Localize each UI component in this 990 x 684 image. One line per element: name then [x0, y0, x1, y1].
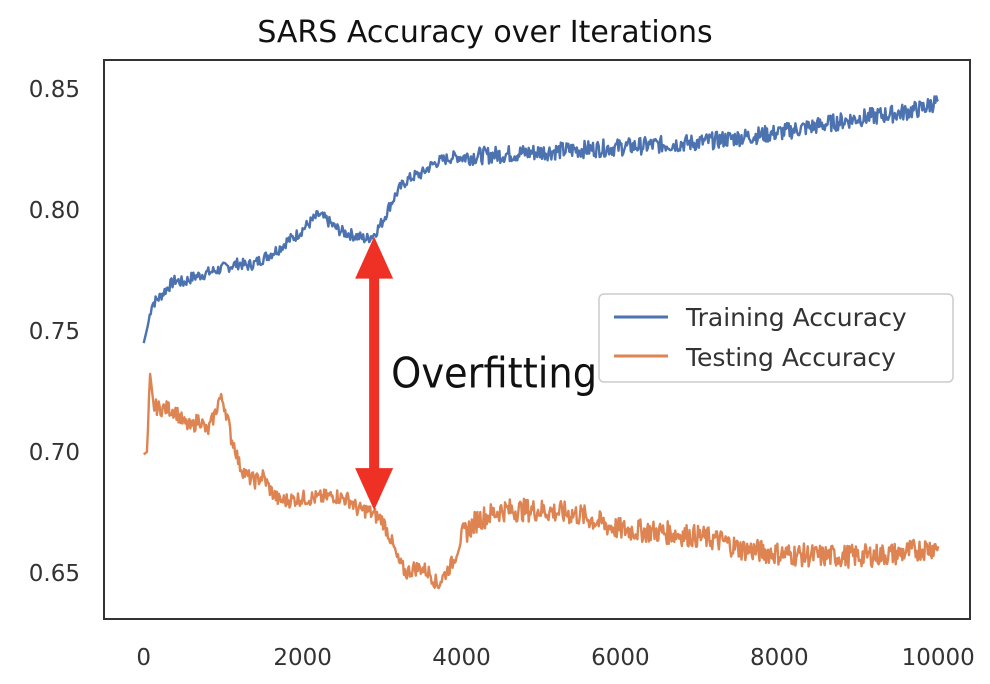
chart-title: SARS Accuracy over Iterations	[257, 15, 712, 50]
y-tick-label: 0.85	[29, 77, 80, 103]
series-layer	[142, 95, 940, 590]
legend-box	[598, 293, 954, 383]
legend: Training Accuracy Testing Accuracy	[598, 293, 954, 383]
y-axis-ticks: 0.65 0.70 0.75 0.80 0.85	[29, 77, 80, 587]
x-tick-label: 4000	[432, 645, 491, 671]
y-tick-label: 0.70	[29, 440, 80, 466]
plot-area-frame	[103, 59, 971, 620]
testing-accuracy-line	[142, 372, 940, 590]
x-tick-label: 8000	[750, 645, 809, 671]
overfitting-arrow-head-top	[355, 236, 394, 279]
overfitting-label: Overfitting	[391, 348, 597, 397]
overfitting-arrow-head-bottom	[355, 468, 394, 511]
y-tick-label: 0.80	[29, 198, 80, 224]
y-tick-label: 0.75	[29, 319, 80, 345]
legend-label-testing: Testing Accuracy	[685, 343, 896, 372]
x-tick-label: 0	[136, 645, 151, 671]
training-accuracy-line	[142, 95, 939, 344]
y-tick-label: 0.65	[29, 561, 80, 587]
x-tick-label: 2000	[273, 645, 332, 671]
x-axis-ticks: 0 2000 4000 6000 8000 10000	[136, 645, 974, 671]
legend-label-training: Training Accuracy	[685, 303, 907, 332]
overfitting-annotation: Overfitting	[355, 236, 597, 511]
x-tick-label: 6000	[591, 645, 650, 671]
x-tick-label: 10000	[902, 645, 975, 671]
